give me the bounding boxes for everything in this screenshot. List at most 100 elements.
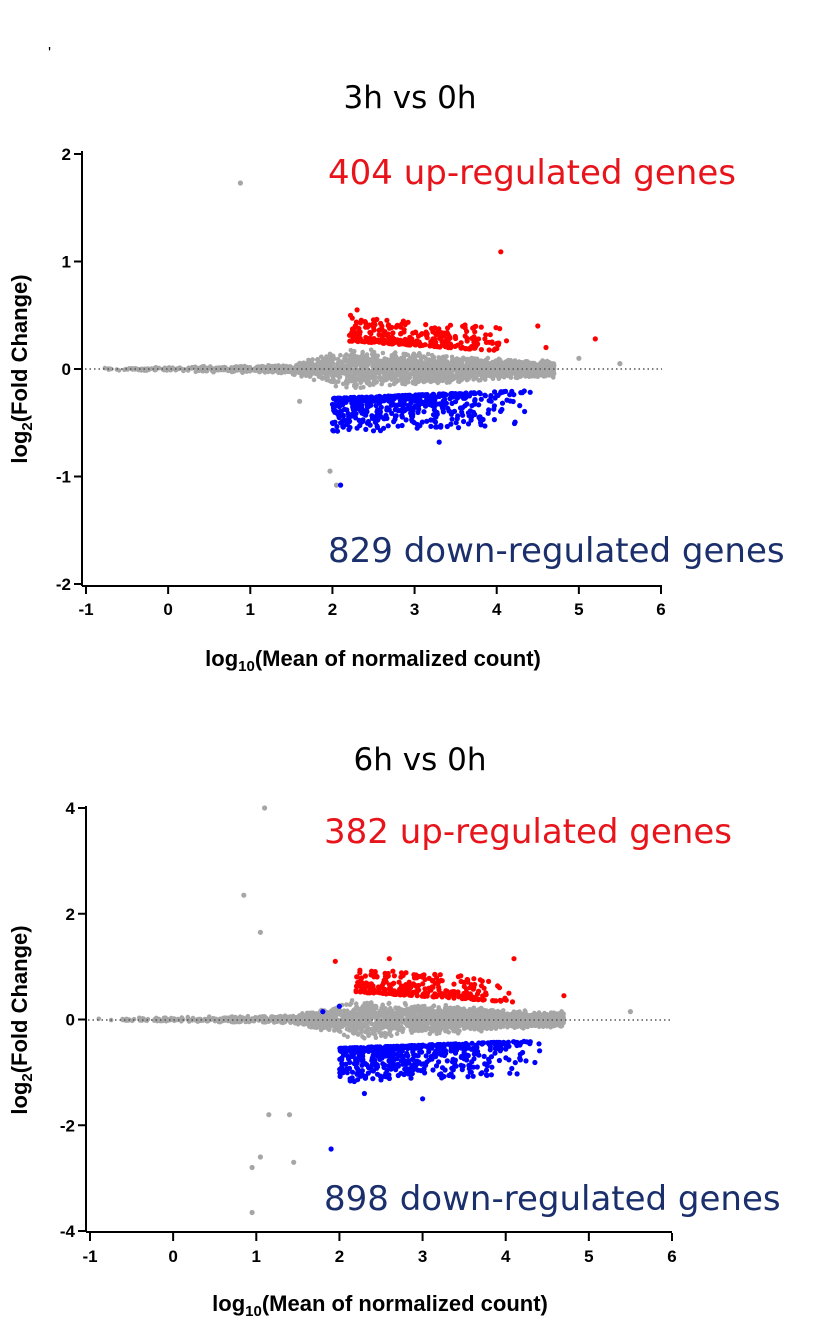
point-up-regulated [374, 316, 380, 322]
point-up-regulated [447, 322, 454, 328]
point-down-regulated [498, 389, 504, 395]
point-not-significant [358, 385, 364, 391]
point-not-significant [371, 369, 377, 375]
point-not-significant [365, 375, 370, 380]
point-down-regulated [374, 424, 381, 431]
point-not-significant [340, 360, 345, 366]
point-not-significant [431, 356, 436, 362]
point-up-regulated [348, 332, 354, 338]
y-axis-label-rest: (Fold Change) [7, 274, 32, 422]
point-down-regulated [345, 396, 351, 403]
point-not-significant [379, 381, 385, 387]
point-down-regulated [462, 403, 468, 409]
point-down-regulated [522, 408, 528, 415]
stray-mark: ' [48, 45, 51, 62]
point-not-significant [354, 359, 359, 365]
point-not-significant [401, 351, 407, 357]
point-not-significant [424, 362, 429, 368]
point-down-regulated [338, 482, 344, 488]
point-not-significant [195, 365, 200, 371]
point-down-regulated [408, 410, 414, 416]
point-down-regulated [437, 391, 443, 397]
point-down-regulated [517, 403, 523, 409]
point-not-significant [442, 373, 447, 378]
point-not-significant [343, 379, 349, 384]
point-down-regulated [385, 423, 391, 429]
point-not-significant [375, 353, 381, 359]
point-not-significant [451, 368, 457, 373]
point-not-significant [307, 363, 312, 369]
point-up-regulated [367, 322, 373, 328]
point-up-regulated [486, 347, 492, 353]
point-not-significant [523, 374, 528, 379]
x-tick-label: 2 [328, 600, 337, 619]
point-not-significant [496, 356, 502, 362]
point-down-regulated [442, 391, 448, 397]
point-not-significant [405, 379, 411, 385]
point-down-regulated [399, 393, 405, 399]
point-down-regulated [461, 418, 467, 425]
point-up-regulated [432, 330, 438, 336]
point-not-significant [380, 350, 386, 356]
point-not-significant [444, 354, 449, 359]
point-not-significant [341, 1032, 347, 1038]
x-tick-label: 1 [246, 600, 255, 619]
point-not-significant [392, 353, 398, 359]
point-up-regulated [469, 335, 475, 341]
point-not-significant [474, 370, 480, 376]
point-not-significant [365, 356, 371, 362]
x-tick-label: 4 [492, 600, 502, 619]
y-tick-label: 0 [62, 360, 71, 379]
point-not-significant [456, 1005, 461, 1010]
point-up-regulated [487, 332, 493, 338]
point-not-significant [493, 370, 499, 376]
point-down-regulated [360, 417, 366, 423]
point-up-regulated [448, 345, 454, 351]
point-up-regulated [439, 333, 446, 339]
point-down-regulated [428, 417, 434, 423]
point-not-significant [327, 468, 333, 474]
point-not-significant [370, 351, 375, 356]
point-not-significant [324, 356, 329, 361]
point-not-significant [529, 360, 535, 366]
point-not-significant [456, 373, 461, 378]
x-tick-label: 0 [163, 600, 172, 619]
point-down-regulated [417, 423, 423, 429]
point-up-regulated [393, 324, 399, 330]
point-down-regulated [436, 439, 442, 445]
point-down-regulated [504, 397, 510, 403]
point-down-regulated [344, 407, 350, 413]
y-tick-label: -1 [56, 468, 71, 487]
up-regulated-annotation: 404 up-regulated genes [328, 153, 736, 193]
point-not-significant [376, 362, 381, 368]
point-not-significant [504, 372, 509, 377]
point-not-significant [393, 1005, 398, 1010]
point-down-regulated [399, 422, 405, 429]
point-down-regulated [354, 399, 360, 405]
ma-plot-3h: 3h vs 0h ' 404 up-regulated genes 829 do… [7, 45, 785, 675]
point-down-regulated [373, 419, 379, 425]
point-not-significant [331, 356, 337, 362]
point-down-regulated [462, 395, 468, 401]
point-not-significant [336, 379, 341, 384]
x-tick-label: -1 [78, 600, 93, 619]
point-down-regulated [486, 407, 492, 413]
point-up-regulated [354, 307, 360, 313]
point-not-significant [394, 1031, 400, 1036]
point-down-regulated [428, 423, 434, 429]
point-not-significant [310, 357, 315, 362]
point-not-significant [455, 361, 461, 366]
point-not-significant [352, 382, 357, 388]
point-up-regulated [416, 339, 422, 345]
point-up-regulated [402, 341, 408, 347]
point-down-regulated [521, 388, 527, 394]
point-not-significant [451, 374, 457, 379]
point-down-regulated [478, 396, 484, 402]
point-not-significant [122, 367, 127, 373]
point-down-regulated [391, 419, 397, 425]
point-not-significant [410, 362, 416, 368]
x-axis-label: log10(Mean of normalized count) [205, 646, 541, 675]
point-down-regulated [477, 416, 483, 423]
point-up-regulated [434, 344, 440, 350]
y-axis-label-main: log [7, 431, 32, 464]
